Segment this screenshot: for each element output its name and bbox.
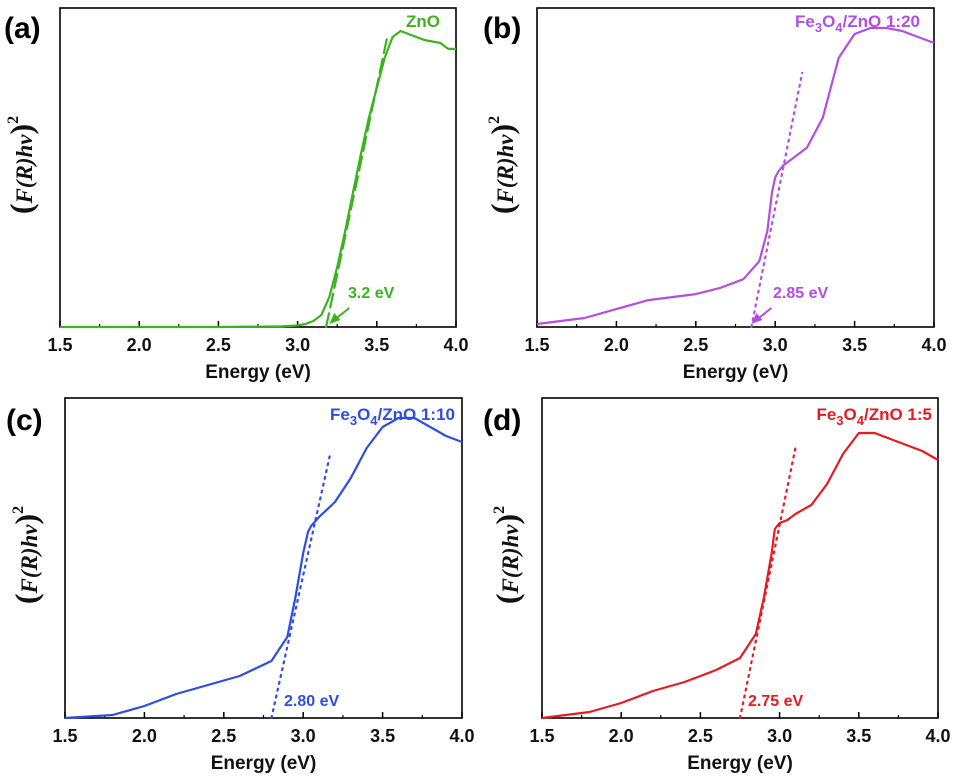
panel-label: (c) (6, 404, 43, 437)
bandgap-annotation: 2.80 eV (284, 693, 339, 710)
plot-frame (541, 397, 939, 719)
x-tick-label: 1.5 (52, 726, 77, 746)
x-tick-label: 3.0 (767, 726, 792, 746)
x-tick-label: 2.0 (604, 335, 629, 355)
series-label: Fe3O4/ZnO 1:10 (330, 405, 455, 428)
chart-panel: 1.5 2.0 2.5 3.0 3.5 4.0 Energy (eV) (F(R)hv)2 (a… (3, 7, 469, 383)
x-tick-label: 3.5 (370, 726, 395, 746)
x-tick-label: 2.5 (206, 335, 231, 355)
panel-label: (a) (4, 12, 41, 45)
chart-panel: 1.5 2.0 2.5 3.0 3.5 4.0 Energy (eV) (F(R)hv)2 (d… (483, 397, 951, 774)
tangent-line (270, 452, 332, 720)
x-tick-label: 3.5 (842, 335, 867, 355)
series-line (64, 416, 463, 720)
panel-label: (b) (483, 12, 521, 45)
tangent-line (750, 71, 804, 329)
x-tick-label: 2.5 (683, 335, 708, 355)
y-axis-title: (F(R)hv)2 (489, 506, 525, 604)
chart-panel: 1.5 2.0 2.5 3.0 3.5 4.0 Energy (eV) (F(R)hv)2 (c… (6, 397, 475, 774)
x-tick-label: 3.0 (291, 726, 316, 746)
annotation-arrowhead (329, 313, 341, 324)
panel-label: (d) (483, 404, 521, 437)
series-line (60, 29, 456, 329)
tangent-line (325, 32, 389, 329)
x-axis-title: Energy (eV) (687, 753, 793, 774)
x-tick-label: 1.5 (524, 335, 549, 355)
series-line (536, 26, 935, 326)
x-tick-label: 4.0 (443, 335, 468, 355)
y-axis-title: (F(R)hv)2 (484, 116, 520, 214)
x-tick-label: 3.5 (846, 726, 871, 746)
x-axis-title: Energy (eV) (211, 753, 317, 774)
plot-frame (536, 7, 935, 328)
bandgap-annotation: 3.2 eV (348, 285, 395, 302)
series-label: Fe3O4/ZnO 1:5 (816, 405, 932, 428)
series-label: ZnO (406, 12, 440, 31)
x-axis-title: Energy (eV) (683, 362, 789, 383)
series-label: Fe3O4/ZnO 1:20 (795, 12, 920, 35)
x-tick-label: 3.0 (763, 335, 788, 355)
chart-panel: 1.5 2.0 2.5 3.0 3.5 4.0 Energy (eV) (F(R)hv)2 (b… (483, 7, 947, 383)
x-tick-label: 1.5 (47, 335, 72, 355)
x-tick-label: 4.0 (449, 726, 474, 746)
annotation-arrowhead (751, 313, 763, 324)
y-axis-title: (F(R)hv)2 (8, 506, 44, 604)
bandgap-annotation: 2.75 eV (748, 693, 803, 710)
x-tick-label: 2.0 (127, 335, 152, 355)
y-axis-title: (F(R)hv)2 (3, 116, 39, 214)
plot-frame (59, 7, 457, 328)
x-tick-label: 2.5 (688, 726, 713, 746)
x-tick-label: 4.0 (921, 335, 946, 355)
x-tick-label: 4.0 (925, 726, 950, 746)
plot-frame (64, 397, 463, 719)
x-tick-label: 2.0 (132, 726, 157, 746)
x-tick-label: 3.5 (364, 335, 389, 355)
x-tick-label: 2.0 (609, 726, 634, 746)
x-tick-label: 2.5 (211, 726, 236, 746)
series-line (541, 431, 939, 720)
x-tick-label: 1.5 (529, 726, 554, 746)
bandgap-annotation: 2.85 eV (773, 285, 828, 302)
x-tick-label: 3.0 (285, 335, 310, 355)
x-axis-title: Energy (eV) (205, 362, 311, 383)
tangent-line (738, 446, 797, 720)
